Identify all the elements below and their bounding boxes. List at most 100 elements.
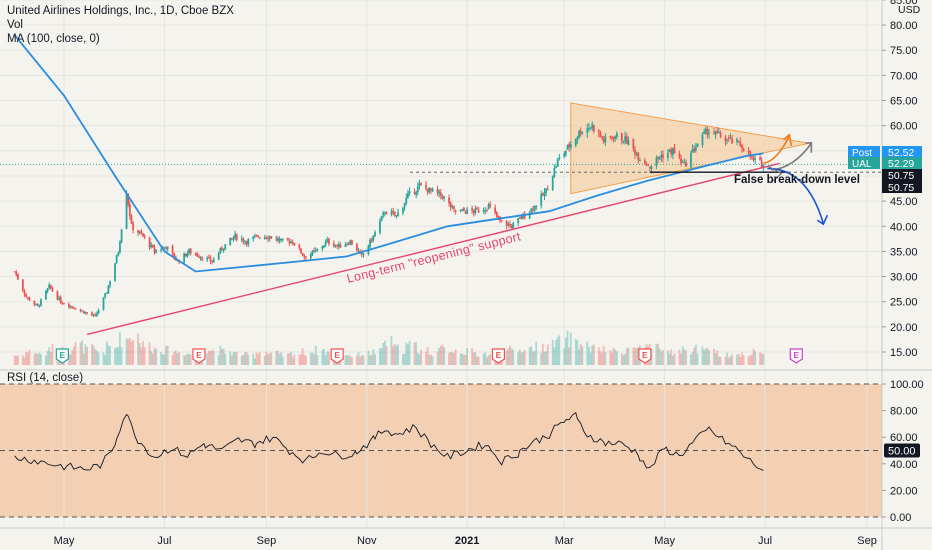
volume-bar xyxy=(477,356,480,365)
volume-bar xyxy=(40,354,42,365)
candle-body xyxy=(759,157,761,160)
volume-bar xyxy=(379,348,381,365)
volume-bar xyxy=(252,353,255,365)
volume-bar xyxy=(229,351,232,365)
volume-bar xyxy=(556,337,559,365)
volume-bar xyxy=(703,349,706,365)
breakdown-annotation: False break-down level xyxy=(734,174,860,186)
volume-bar xyxy=(454,349,457,365)
candle-body xyxy=(586,128,589,133)
volume-bar xyxy=(420,349,422,365)
volume-bar xyxy=(105,341,108,365)
time-tick-label: May xyxy=(54,535,75,547)
candle-body xyxy=(451,206,454,208)
candle-body xyxy=(275,238,278,240)
price-badge-tag-bg xyxy=(848,146,880,158)
volume-bar xyxy=(678,349,681,365)
volume-legend: Vol xyxy=(7,19,23,31)
candle-body xyxy=(84,312,87,314)
earnings-marker[interactable]: E xyxy=(55,348,69,364)
volume-bar xyxy=(46,350,49,365)
candle-body xyxy=(370,239,373,242)
candle-body xyxy=(749,150,752,157)
candle-body xyxy=(545,188,548,193)
earnings-label: E xyxy=(642,350,648,360)
volume-bar xyxy=(385,345,388,365)
volume-bar xyxy=(82,353,85,365)
candle-body xyxy=(69,306,72,308)
candle-body xyxy=(380,215,383,221)
volume-bar xyxy=(163,354,166,365)
volume-bar xyxy=(344,355,347,365)
candle-body xyxy=(142,233,144,236)
candle-body xyxy=(528,212,531,219)
volume-bar xyxy=(232,352,235,365)
candle-body xyxy=(258,237,261,239)
candle-body xyxy=(673,147,676,154)
earnings-marker[interactable]: E xyxy=(491,348,506,364)
rsi-tick-label: 20.00 xyxy=(890,485,918,497)
candle-body xyxy=(574,138,577,146)
volume-bar xyxy=(611,352,613,365)
volume-bar xyxy=(576,340,579,365)
earnings-marker[interactable]: E xyxy=(789,348,803,364)
volume-bar xyxy=(625,348,628,365)
volume-bar xyxy=(586,341,589,365)
candle-body xyxy=(602,138,605,143)
volume-bar xyxy=(718,356,720,365)
volume-bar xyxy=(257,354,260,365)
earnings-marker[interactable]: E xyxy=(330,348,344,364)
candle-body xyxy=(727,137,730,139)
candle-body xyxy=(693,148,696,152)
candle-body xyxy=(418,183,421,186)
candle-body xyxy=(17,274,19,280)
candle-body xyxy=(520,216,523,219)
volume-bar xyxy=(184,355,187,365)
candle-body xyxy=(339,244,342,248)
price-tick-label: 75.00 xyxy=(890,45,918,57)
candle-body xyxy=(597,130,600,133)
volume-bar xyxy=(255,352,258,365)
volume-bar xyxy=(696,353,699,365)
candle-body xyxy=(706,129,709,135)
candle-body xyxy=(439,192,442,196)
volume-bar xyxy=(356,355,358,365)
candle-body xyxy=(752,157,755,160)
candle-body xyxy=(155,250,158,253)
earnings-marker[interactable]: E xyxy=(192,348,206,364)
earnings-marker[interactable]: E xyxy=(638,348,652,364)
volume-bar xyxy=(632,347,635,365)
candle-body xyxy=(624,136,627,142)
bearish-arrow-head xyxy=(816,214,829,226)
volume-bar xyxy=(188,353,190,365)
candle-body xyxy=(44,290,47,300)
candle-body xyxy=(713,132,715,134)
candle-body xyxy=(351,240,353,245)
volume-bar xyxy=(489,353,492,365)
volume-bar xyxy=(581,346,584,365)
candle-body xyxy=(507,224,510,226)
volume-bar xyxy=(92,345,95,365)
candle-body xyxy=(510,224,513,229)
volume-bar xyxy=(74,342,77,365)
volume-bar xyxy=(597,347,600,365)
time-axis[interactable]: May Jul Sep Nov 2021 Mar May Jul Sep xyxy=(54,535,877,547)
candle-body xyxy=(601,136,603,139)
candle-body xyxy=(667,152,669,159)
candle-body xyxy=(252,236,255,240)
candle-body xyxy=(517,218,520,224)
candle-body xyxy=(569,144,572,148)
price-badge-tag: UAL xyxy=(852,159,872,170)
price-tick-label: 85.00 xyxy=(890,0,918,7)
volume-bar xyxy=(49,351,52,365)
volume-bar xyxy=(72,346,75,365)
price-tick-label: 30.00 xyxy=(890,272,918,284)
candle-body xyxy=(415,191,418,195)
candle-body xyxy=(611,136,613,139)
candle-body xyxy=(86,312,88,314)
volume-bar xyxy=(569,332,572,365)
rsi-axis[interactable]: 0.00 20.00 40.00 60.00 80.00 100.00 50.00 xyxy=(882,379,924,524)
candle-body xyxy=(420,183,422,185)
